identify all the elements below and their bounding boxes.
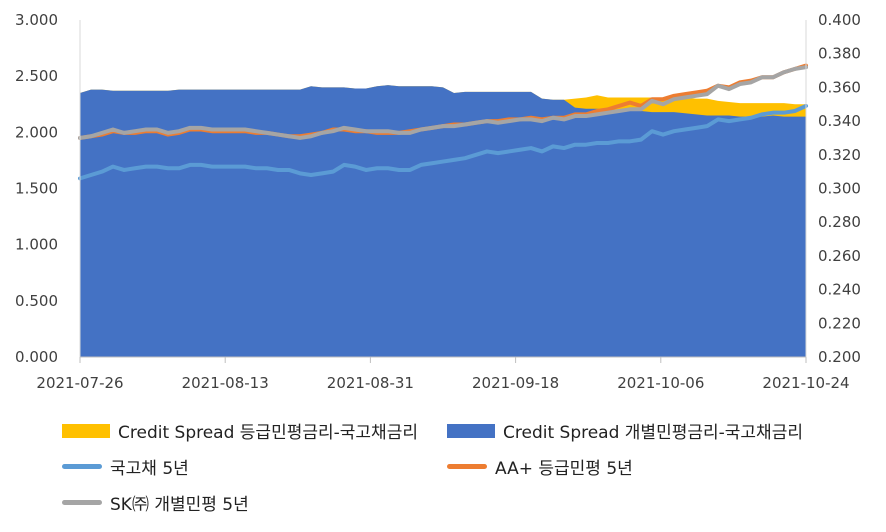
- x-tick-label: 2021-08-31: [327, 374, 414, 392]
- left-tick-label: 2.000: [15, 123, 58, 141]
- left-tick-label: 0.500: [15, 292, 58, 310]
- right-axis-ticks: 0.200 0.220 0.240 0.260 0.280 0.300 0.320 0.340…: [818, 11, 861, 366]
- left-tick-label: 3.000: [15, 11, 58, 29]
- left-axis-ticks: 0.000 0.500 1.000 1.500 2.000 2.500 3.000: [15, 11, 58, 366]
- x-tick-label: 2021-07-26: [36, 374, 123, 392]
- axes: [79, 20, 807, 358]
- x-axis-ticks: 2021-07-26 2021-08-13 2021-08-31 2021-09-18…: [36, 357, 850, 392]
- line-sk-5y: [78, 65, 808, 140]
- right-tick-label: 0.300: [818, 180, 861, 198]
- right-tick-label: 0.280: [818, 213, 861, 231]
- left-tick-label: 1.500: [15, 180, 58, 198]
- x-tick-label: 2021-10-06: [617, 374, 704, 392]
- x-tick-label: 2021-09-18: [472, 374, 559, 392]
- right-tick-label: 0.400: [818, 11, 861, 29]
- left-tick-label: 1.000: [15, 236, 58, 254]
- area-individual-spread: [80, 85, 806, 358]
- right-tick-label: 0.260: [818, 247, 861, 265]
- left-tick-label: 2.500: [15, 67, 58, 85]
- right-tick-label: 0.380: [818, 45, 861, 63]
- right-tick-label: 0.220: [818, 314, 861, 332]
- right-tick-label: 0.320: [818, 146, 861, 164]
- left-tick-label: 0.000: [15, 348, 58, 366]
- right-tick-label: 0.340: [818, 112, 861, 130]
- line-treasury-5y: [78, 103, 808, 181]
- right-tick-label: 0.360: [818, 78, 861, 96]
- right-tick-label: 0.200: [818, 348, 861, 366]
- x-tick-label: 2021-08-13: [182, 374, 269, 392]
- plot-area: [78, 63, 808, 358]
- right-tick-label: 0.240: [818, 281, 861, 299]
- x-tick-label: 2021-10-24: [762, 374, 849, 392]
